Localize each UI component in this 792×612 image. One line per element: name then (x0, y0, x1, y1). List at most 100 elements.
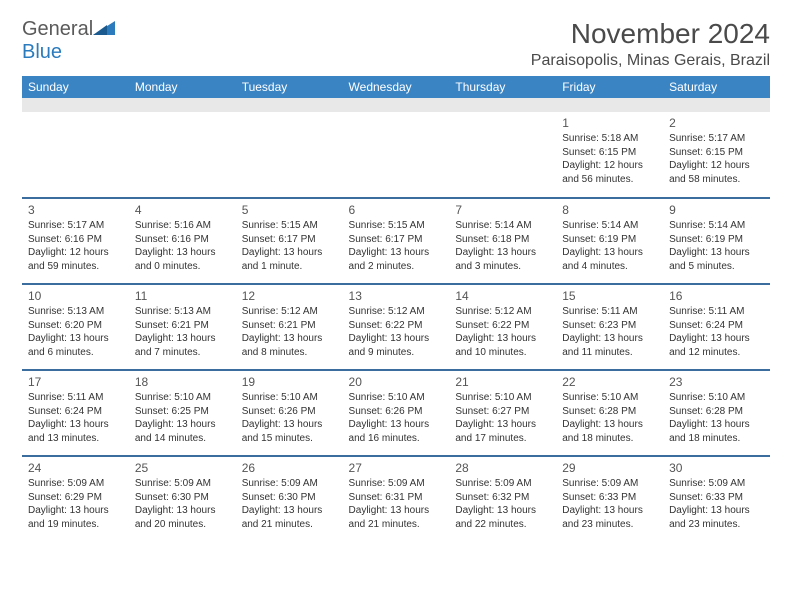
calendar-day-cell: 25Sunrise: 5:09 AMSunset: 6:30 PMDayligh… (129, 456, 236, 542)
calendar-day-cell: 18Sunrise: 5:10 AMSunset: 6:25 PMDayligh… (129, 370, 236, 456)
day-info-line: Sunset: 6:16 PM (135, 233, 230, 247)
day-info-line: Sunrise: 5:15 AM (242, 219, 337, 233)
calendar-week-row: 3Sunrise: 5:17 AMSunset: 6:16 PMDaylight… (22, 198, 770, 284)
day-info-line: and 10 minutes. (455, 346, 550, 360)
sub-header-cell (556, 98, 663, 112)
day-info-line: and 18 minutes. (669, 432, 764, 446)
day-number: 17 (28, 374, 123, 390)
calendar-day-cell: 14Sunrise: 5:12 AMSunset: 6:22 PMDayligh… (449, 284, 556, 370)
day-info-line: Sunrise: 5:09 AM (562, 477, 657, 491)
day-info-line: Sunrise: 5:14 AM (562, 219, 657, 233)
day-info-line: Sunrise: 5:16 AM (135, 219, 230, 233)
calendar-day-cell: 24Sunrise: 5:09 AMSunset: 6:29 PMDayligh… (22, 456, 129, 542)
day-number: 28 (455, 460, 550, 476)
day-info-line: and 0 minutes. (135, 260, 230, 274)
month-title: November 2024 (531, 18, 770, 50)
day-info-line: Sunrise: 5:11 AM (562, 305, 657, 319)
day-info-line: and 6 minutes. (28, 346, 123, 360)
calendar-day-cell: 21Sunrise: 5:10 AMSunset: 6:27 PMDayligh… (449, 370, 556, 456)
day-info-line: Daylight: 13 hours (455, 332, 550, 346)
day-info-line: and 19 minutes. (28, 518, 123, 532)
calendar-day-cell: 6Sunrise: 5:15 AMSunset: 6:17 PMDaylight… (343, 198, 450, 284)
sub-header-cell (129, 98, 236, 112)
day-info-line: Sunset: 6:28 PM (669, 405, 764, 419)
calendar-day-cell: 7Sunrise: 5:14 AMSunset: 6:18 PMDaylight… (449, 198, 556, 284)
day-info-line: Daylight: 13 hours (349, 332, 444, 346)
day-info-line: Daylight: 13 hours (349, 246, 444, 260)
calendar-day-cell: 17Sunrise: 5:11 AMSunset: 6:24 PMDayligh… (22, 370, 129, 456)
day-info-line: and 56 minutes. (562, 173, 657, 187)
day-info-line: Sunrise: 5:09 AM (242, 477, 337, 491)
weekday-header: Monday (129, 76, 236, 98)
weekday-header: Tuesday (236, 76, 343, 98)
day-number: 27 (349, 460, 444, 476)
calendar-day-cell: 28Sunrise: 5:09 AMSunset: 6:32 PMDayligh… (449, 456, 556, 542)
day-info-line: Daylight: 12 hours (28, 246, 123, 260)
logo-text-gray: General (22, 18, 93, 40)
day-info-line: Sunrise: 5:12 AM (242, 305, 337, 319)
day-number: 21 (455, 374, 550, 390)
day-info-line: Sunset: 6:20 PM (28, 319, 123, 333)
weekday-header-row: SundayMondayTuesdayWednesdayThursdayFrid… (22, 76, 770, 98)
calendar-week-row: 24Sunrise: 5:09 AMSunset: 6:29 PMDayligh… (22, 456, 770, 542)
day-info-line: and 20 minutes. (135, 518, 230, 532)
day-info-line: and 2 minutes. (349, 260, 444, 274)
day-info-line: and 14 minutes. (135, 432, 230, 446)
day-info-line: Sunrise: 5:09 AM (349, 477, 444, 491)
day-info-line: and 7 minutes. (135, 346, 230, 360)
day-number: 10 (28, 288, 123, 304)
logo: GeneralBlue (22, 18, 115, 64)
day-info-line: Sunrise: 5:18 AM (562, 132, 657, 146)
day-info-line: Sunrise: 5:17 AM (28, 219, 123, 233)
day-info-line: and 23 minutes. (562, 518, 657, 532)
sub-header-row (22, 98, 770, 112)
day-number: 26 (242, 460, 337, 476)
day-info-line: Daylight: 13 hours (242, 504, 337, 518)
day-number: 6 (349, 202, 444, 218)
calendar-day-cell (449, 112, 556, 198)
day-info-line: Daylight: 13 hours (562, 246, 657, 260)
day-number: 22 (562, 374, 657, 390)
calendar-day-cell: 15Sunrise: 5:11 AMSunset: 6:23 PMDayligh… (556, 284, 663, 370)
day-info-line: Daylight: 13 hours (242, 332, 337, 346)
day-info-line: Sunset: 6:21 PM (135, 319, 230, 333)
day-number: 5 (242, 202, 337, 218)
day-info-line: Sunrise: 5:11 AM (669, 305, 764, 319)
day-info-line: Sunrise: 5:10 AM (135, 391, 230, 405)
day-info-line: Daylight: 12 hours (562, 159, 657, 173)
day-info-line: Sunset: 6:30 PM (242, 491, 337, 505)
logo-text-blue: Blue (22, 41, 62, 63)
calendar-day-cell: 19Sunrise: 5:10 AMSunset: 6:26 PMDayligh… (236, 370, 343, 456)
day-info-line: Sunrise: 5:13 AM (135, 305, 230, 319)
day-info-line: and 22 minutes. (455, 518, 550, 532)
day-info-line: and 21 minutes. (349, 518, 444, 532)
day-number: 13 (349, 288, 444, 304)
day-info-line: Sunrise: 5:14 AM (669, 219, 764, 233)
day-info-line: Sunset: 6:29 PM (28, 491, 123, 505)
calendar-day-cell: 11Sunrise: 5:13 AMSunset: 6:21 PMDayligh… (129, 284, 236, 370)
day-info-line: Sunrise: 5:09 AM (455, 477, 550, 491)
day-info-line: Daylight: 13 hours (562, 504, 657, 518)
day-info-line: Sunrise: 5:09 AM (28, 477, 123, 491)
logo-triangle-icon (93, 18, 115, 41)
day-info-line: Sunset: 6:17 PM (242, 233, 337, 247)
day-info-line: Sunrise: 5:12 AM (349, 305, 444, 319)
day-info-line: Daylight: 13 hours (28, 418, 123, 432)
day-info-line: and 23 minutes. (669, 518, 764, 532)
day-info-line: and 5 minutes. (669, 260, 764, 274)
day-info-line: Sunset: 6:32 PM (455, 491, 550, 505)
day-info-line: Sunset: 6:24 PM (28, 405, 123, 419)
day-info-line: Sunset: 6:22 PM (455, 319, 550, 333)
day-number: 1 (562, 115, 657, 131)
day-info-line: and 8 minutes. (242, 346, 337, 360)
day-info-line: Daylight: 13 hours (455, 504, 550, 518)
day-info-line: Sunset: 6:33 PM (562, 491, 657, 505)
day-info-line: Sunset: 6:15 PM (669, 146, 764, 160)
day-info-line: Sunset: 6:33 PM (669, 491, 764, 505)
day-number: 14 (455, 288, 550, 304)
day-info-line: Sunrise: 5:14 AM (455, 219, 550, 233)
day-info-line: Daylight: 13 hours (562, 332, 657, 346)
day-info-line: Daylight: 13 hours (135, 418, 230, 432)
sub-header-cell (22, 98, 129, 112)
calendar-week-row: 17Sunrise: 5:11 AMSunset: 6:24 PMDayligh… (22, 370, 770, 456)
